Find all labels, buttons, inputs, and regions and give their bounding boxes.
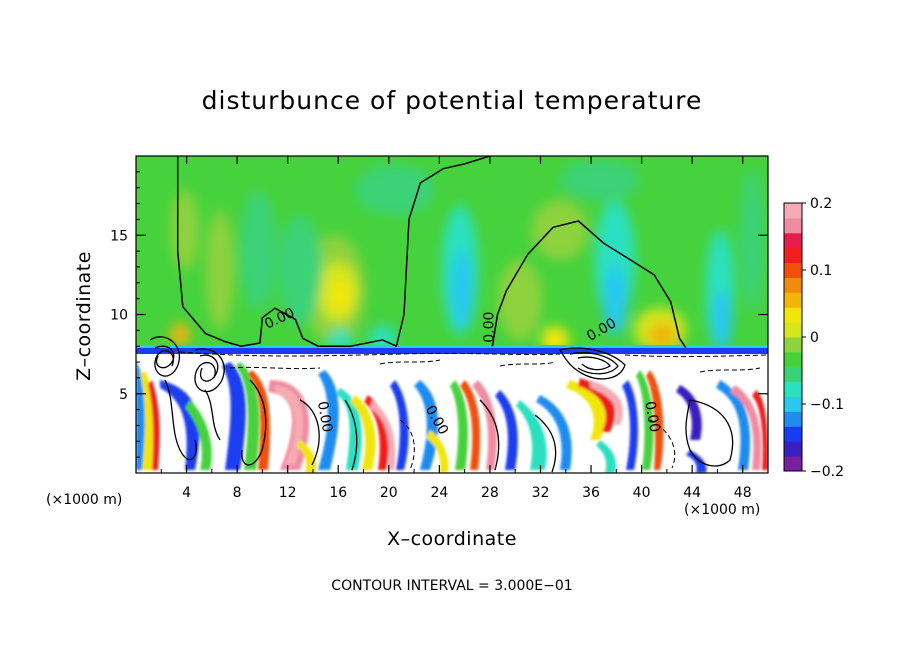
colorbar-segment bbox=[784, 277, 802, 293]
colorbar-segment bbox=[784, 232, 802, 249]
negative-contours bbox=[179, 351, 768, 471]
x-unit-label-right: (×1000 m) bbox=[684, 502, 761, 518]
x-tick-label: 24 bbox=[430, 485, 448, 501]
upper-layer-blobs bbox=[170, 160, 764, 354]
x-tick-label: 28 bbox=[481, 485, 499, 501]
colorbar-segment bbox=[784, 292, 802, 308]
stable-layer-edge bbox=[136, 345, 768, 348]
x-tick-label: 4 bbox=[182, 485, 191, 501]
zero-contour bbox=[176, 156, 491, 347]
y-tick-label: 10 bbox=[110, 308, 128, 324]
contour-interval-note: CONTOUR INTERVAL = 3.000E−01 bbox=[331, 578, 573, 594]
colorbar-segment bbox=[784, 247, 802, 264]
x-tick-label: 32 bbox=[532, 485, 550, 501]
y-axis: 5 10 15 bbox=[110, 171, 768, 458]
x-tick-label: 36 bbox=[582, 485, 600, 501]
colorbar-segment bbox=[784, 351, 802, 368]
x-tick-label: 12 bbox=[279, 485, 297, 501]
colorbar-segment bbox=[784, 322, 802, 338]
colorbar-segment bbox=[784, 456, 802, 472]
colorbar-segment bbox=[784, 441, 802, 457]
colorbar-segment bbox=[784, 411, 802, 427]
x-axis: 4 8 12 16 20 24 28 32 36 40 44 48 bbox=[160, 156, 752, 501]
colorbar-segment bbox=[784, 307, 802, 323]
colorbar-segment bbox=[784, 366, 802, 383]
colorbar-tick-label: 0 bbox=[810, 330, 819, 346]
contour-tangles bbox=[149, 336, 734, 473]
x-axis-label-text: X–coordinate bbox=[387, 528, 517, 550]
contour-lines bbox=[176, 156, 687, 349]
x-tick-label: 20 bbox=[380, 485, 398, 501]
y-tick-label: 15 bbox=[110, 228, 128, 244]
colorbar-tick-label: 0.1 bbox=[810, 263, 832, 279]
y-axis-label: Z–coordinate bbox=[73, 251, 95, 381]
colorbar-tick-label: −0.2 bbox=[810, 464, 844, 480]
contour-label: 0.00 bbox=[641, 400, 662, 433]
colorbar-tick-label: 0.2 bbox=[810, 196, 832, 212]
colorbar-segment bbox=[784, 337, 802, 353]
x-unit-label-left: (×1000 m) bbox=[46, 492, 123, 508]
colorbar-segment bbox=[784, 381, 802, 398]
zero-contour bbox=[491, 220, 687, 349]
chart-title: disturbunce of potential temperature bbox=[201, 86, 703, 115]
colorbar: 0.2 0.1 0 −0.1 −0.2 bbox=[783, 196, 844, 480]
x-tick-label: 44 bbox=[683, 485, 701, 501]
heatmap-field bbox=[136, 156, 768, 473]
colorbar-tick-label: −0.1 bbox=[810, 397, 844, 413]
contour-label: 0.00 bbox=[482, 312, 498, 343]
stable-layer-band bbox=[136, 348, 768, 354]
x-tick-label: 40 bbox=[633, 485, 651, 501]
x-tick-label: 16 bbox=[329, 485, 347, 501]
x-axis-label: X–coordinate bbox=[0, 528, 904, 550]
colorbar-segment bbox=[784, 203, 802, 219]
colorbar-segment bbox=[784, 396, 802, 412]
x-tick-label: 8 bbox=[233, 485, 242, 501]
colorbar-segment bbox=[784, 426, 802, 442]
lower-layer-plumes bbox=[136, 360, 768, 473]
x-tick-label: 48 bbox=[734, 485, 752, 501]
contour-label: 0.00 bbox=[314, 400, 335, 433]
colorbar-segment bbox=[784, 217, 802, 234]
y-tick-label: 5 bbox=[119, 387, 128, 403]
colorbar-segment bbox=[784, 262, 802, 278]
